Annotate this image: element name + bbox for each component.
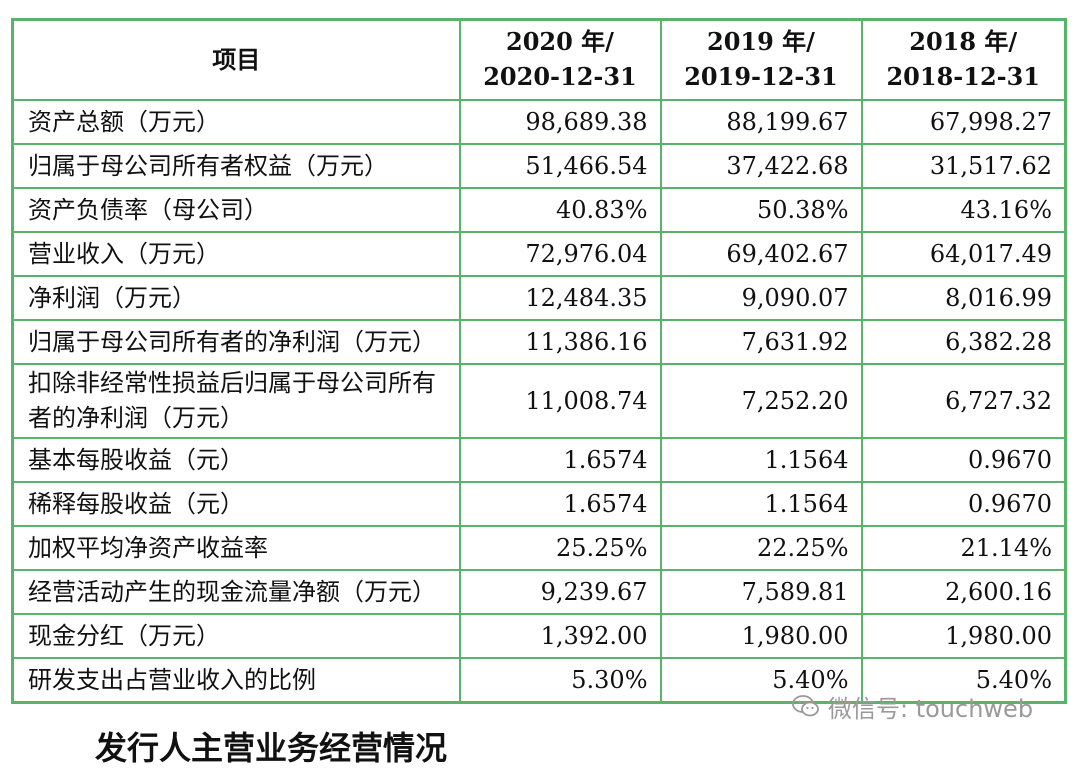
cell-2018: 5.40%: [860, 657, 1067, 704]
cell-2019: 50.38%: [659, 187, 863, 233]
header-col-2019-date: 2019-12-31: [684, 62, 838, 91]
row-label: 资产总额（万元）: [11, 99, 461, 145]
cell-2018: 64,017.49: [860, 231, 1067, 277]
cell-2018: 2,600.16: [860, 569, 1067, 615]
row-label: 扣除非经常性损益后归属于母公司所有者的净利润（万元）: [11, 363, 461, 439]
cell-2018: 31,517.62: [860, 143, 1067, 189]
cell-2020: 9,239.67: [458, 569, 662, 615]
section-heading: 发行人主营业务经营情况: [95, 729, 448, 767]
watermark-text: 微信号: touchweb: [828, 694, 1034, 723]
cell-2020: 11,386.16: [458, 319, 662, 365]
cell-2020: 72,976.04: [458, 231, 662, 277]
wechat-watermark: 微信号: touchweb: [792, 688, 1033, 724]
header-col-2020: 2020 年/ 2020-12-31: [458, 18, 662, 101]
cell-2019: 22.25%: [659, 525, 863, 571]
row-label: 基本每股收益（元）: [11, 437, 461, 483]
cell-2019: 5.40%: [659, 657, 863, 704]
cell-2020: 5.30%: [458, 657, 662, 704]
cell-2018: 8,016.99: [860, 275, 1067, 321]
cell-2020: 98,689.38: [458, 99, 662, 145]
table-row: 基本每股收益（元） 1.6574 1.1564 0.9670: [11, 437, 1067, 483]
cell-2018: 0.9670: [860, 481, 1067, 527]
row-label: 经营活动产生的现金流量净额（万元）: [11, 569, 461, 615]
table-header-row: 项目 2020 年/ 2020-12-31 2019 年/ 2019-12-31…: [11, 18, 1067, 101]
cell-2019: 88,199.67: [659, 99, 863, 145]
header-col-2018-year: 2018 年/: [909, 27, 1018, 57]
row-label: 归属于母公司所有者的净利润（万元）: [11, 319, 461, 365]
cell-2019: 1,980.00: [659, 613, 863, 659]
cell-2020: 11,008.74: [458, 363, 662, 439]
cell-2020: 1,392.00: [458, 613, 662, 659]
cell-2018: 67,998.27: [860, 99, 1067, 145]
table-row: 资产负债率（母公司） 40.83% 50.38% 43.16%: [11, 187, 1067, 233]
wechat-icon: [792, 695, 819, 717]
cell-2018: 0.9670: [860, 437, 1067, 483]
cell-2020: 1.6574: [458, 437, 662, 483]
table-row: 扣除非经常性损益后归属于母公司所有者的净利润（万元） 11,008.74 7,2…: [11, 363, 1067, 439]
table-row: 营业收入（万元） 72,976.04 69,402.67 64,017.49: [11, 231, 1067, 277]
cell-2020: 25.25%: [458, 525, 662, 571]
table-row: 稀释每股收益（元） 1.6574 1.1564 0.9670: [11, 481, 1067, 527]
cell-2020: 12,484.35: [458, 275, 662, 321]
cell-2020: 40.83%: [458, 187, 662, 233]
table-row: 经营活动产生的现金流量净额（万元） 9,239.67 7,589.81 2,60…: [11, 569, 1067, 615]
cell-2019: 7,631.92: [659, 319, 863, 365]
cell-2018: 6,727.32: [860, 363, 1067, 439]
table-row: 资产总额（万元） 98,689.38 88,199.67 67,998.27: [11, 99, 1067, 145]
financial-data-table: 项目 2020 年/ 2020-12-31 2019 年/ 2019-12-31…: [11, 18, 1067, 704]
header-col-2020-year: 2020 年/: [506, 27, 614, 57]
cell-2018: 43.16%: [860, 187, 1067, 233]
row-label: 净利润（万元）: [11, 275, 461, 321]
cell-2020: 51,466.54: [458, 143, 662, 189]
table-row: 净利润（万元） 12,484.35 9,090.07 8,016.99: [11, 275, 1067, 321]
financial-table-container: 项目 2020 年/ 2020-12-31 2019 年/ 2019-12-31…: [11, 18, 1067, 704]
cell-2020: 1.6574: [458, 481, 662, 527]
cell-2019: 9,090.07: [659, 275, 863, 321]
table-row: 加权平均净资产收益率 25.25% 22.25% 21.14%: [11, 525, 1067, 571]
table-row: 研发支出占营业收入的比例 5.30% 5.40% 5.40%: [11, 657, 1067, 704]
row-label: 现金分红（万元）: [11, 613, 461, 659]
table-row: 现金分红（万元） 1,392.00 1,980.00 1,980.00: [11, 613, 1067, 659]
cell-2019: 69,402.67: [659, 231, 863, 277]
header-col-2020-date: 2020-12-31: [483, 62, 637, 91]
row-label: 资产负债率（母公司）: [11, 187, 461, 233]
cell-2019: 1.1564: [659, 437, 863, 483]
row-label: 营业收入（万元）: [11, 231, 461, 277]
header-col-2018-date: 2018-12-31: [886, 62, 1040, 91]
row-label: 加权平均净资产收益率: [11, 525, 461, 571]
row-label: 归属于母公司所有者权益（万元）: [11, 143, 461, 189]
header-col-2018: 2018 年/ 2018-12-31: [860, 18, 1067, 101]
cell-2019: 37,422.68: [659, 143, 863, 189]
header-item: 项目: [11, 18, 461, 101]
cell-2018: 21.14%: [860, 525, 1067, 571]
header-col-2019: 2019 年/ 2019-12-31: [659, 18, 863, 101]
table-row: 归属于母公司所有者的净利润（万元） 11,386.16 7,631.92 6,3…: [11, 319, 1067, 365]
row-label: 研发支出占营业收入的比例: [11, 657, 461, 704]
cell-2018: 6,382.28: [860, 319, 1067, 365]
cell-2019: 7,589.81: [659, 569, 863, 615]
cell-2019: 7,252.20: [659, 363, 863, 439]
header-col-2019-year: 2019 年/: [707, 27, 815, 57]
cell-2019: 1.1564: [659, 481, 863, 527]
row-label: 稀释每股收益（元）: [11, 481, 461, 527]
cell-2018: 1,980.00: [860, 613, 1067, 659]
table-row: 归属于母公司所有者权益（万元） 51,466.54 37,422.68 31,5…: [11, 143, 1067, 189]
